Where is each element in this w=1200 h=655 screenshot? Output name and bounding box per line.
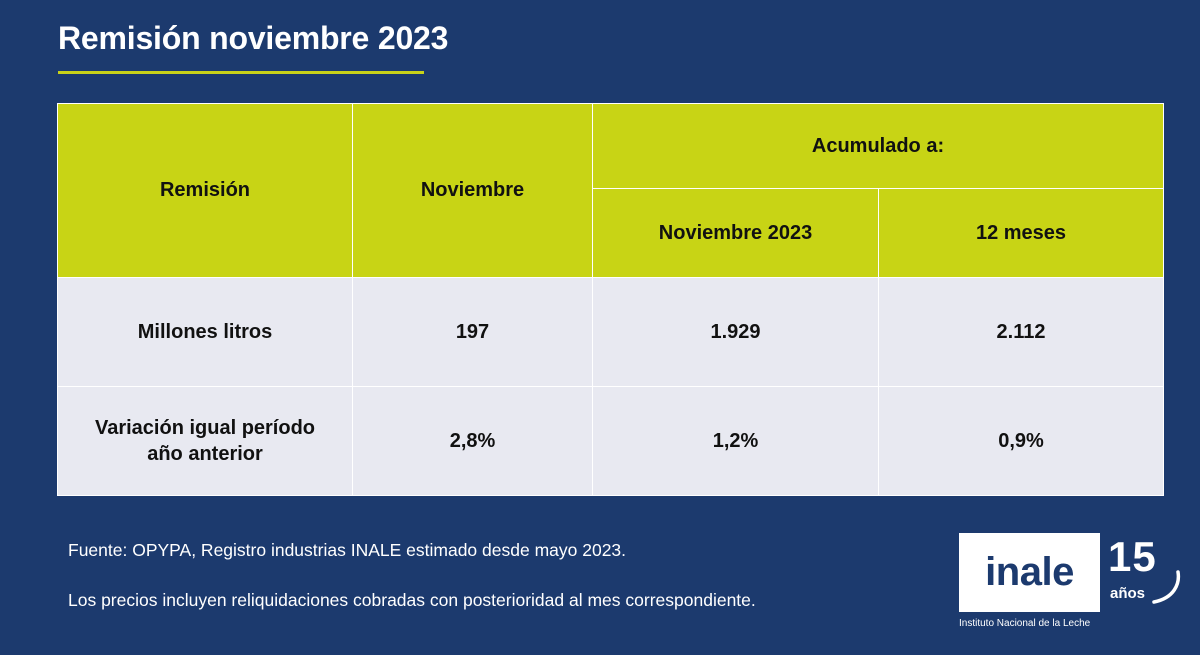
inale-logo: inale: [959, 533, 1100, 612]
logo-wordmark: inale: [985, 550, 1074, 594]
cell-noviembre-2023: 1,2%: [592, 386, 879, 496]
anniversary-number: 15: [1108, 533, 1157, 580]
anniversary-label: años: [1110, 585, 1146, 602]
header-12-meses: 12 meses: [878, 188, 1164, 278]
row-label: Variación igual período año anterior: [57, 386, 353, 496]
row-label-text: Variación igual período: [94, 417, 316, 439]
title-underline: [58, 71, 424, 74]
cell-noviembre-2023: 1.929: [592, 277, 879, 387]
header-noviembre-2023: Noviembre 2023: [592, 188, 879, 278]
header-noviembre: Noviembre: [352, 103, 593, 278]
cell-12-meses: 0,9%: [878, 386, 1164, 496]
cell-noviembre: 197: [352, 277, 593, 387]
cell-noviembre: 2,8%: [352, 386, 593, 496]
row-label-text: Millones litros: [137, 321, 273, 343]
header-remision: Remisión: [57, 103, 353, 278]
header-acumulado: Acumulado a:: [592, 103, 1164, 189]
table-row: Variación igual período año anterior 2,8…: [57, 386, 1164, 496]
prices-note: Los precios incluyen reliquidaciones cob…: [68, 590, 756, 610]
cell-12-meses: 2.112: [878, 277, 1164, 387]
remision-table: Remisión Noviembre Acumulado a: Noviembr…: [57, 103, 1164, 496]
row-label-text-line2: año anterior: [147, 443, 263, 465]
source-note: Fuente: OPYPA, Registro industrias INALE…: [68, 540, 627, 560]
table-row: Millones litros 197 1.929 2.112: [57, 277, 1164, 387]
row-label: Millones litros: [57, 277, 353, 387]
page-title: Remisión noviembre 2023: [58, 20, 449, 56]
logo-subtitle: Instituto Nacional de la Leche: [959, 618, 1091, 629]
anniversary-arc-icon: [1152, 570, 1181, 604]
